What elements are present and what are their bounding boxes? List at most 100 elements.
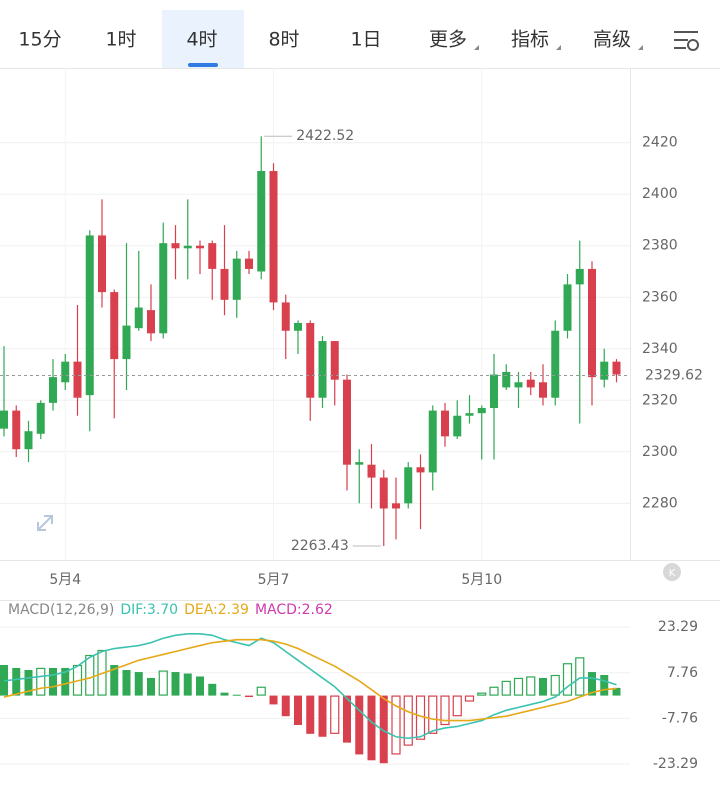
macd-bar <box>391 695 401 755</box>
macd-bar <box>355 695 364 755</box>
candle-body <box>367 464 376 478</box>
candle-body <box>330 341 339 380</box>
x-tick-label: 5月4 <box>49 572 81 588</box>
candle-body <box>477 408 486 414</box>
macd-bar <box>110 665 119 696</box>
macd-bar <box>196 676 204 696</box>
candle-body <box>196 245 204 249</box>
macd-bar <box>513 677 524 696</box>
candle-body <box>110 292 119 360</box>
candle-body <box>404 467 413 504</box>
macd-bar <box>171 672 180 696</box>
settings-icon[interactable] <box>674 31 699 51</box>
tab[interactable]: 4时 <box>186 29 217 51</box>
macd-bar <box>379 695 388 764</box>
candle-body <box>159 243 168 334</box>
y-tick-label: 2320 <box>642 392 678 408</box>
tab[interactable]: 1日 <box>350 29 381 51</box>
macd-bar <box>526 676 536 696</box>
macd-bar <box>588 672 596 696</box>
macd-bar <box>12 667 21 696</box>
macd-bar <box>440 695 450 726</box>
last-price-label: 2329.62 <box>645 368 703 384</box>
candle-body <box>36 402 45 434</box>
candle-body <box>147 310 155 334</box>
candle-body <box>220 268 229 300</box>
candle-body <box>343 379 351 465</box>
candle-body <box>269 171 278 303</box>
y-tick-label: -7.76 <box>662 710 698 726</box>
candle-body <box>502 371 511 388</box>
candle-body <box>428 410 437 473</box>
macd-bar <box>245 695 253 698</box>
macd-bar <box>24 670 33 696</box>
candle-body <box>441 410 449 437</box>
macd-bar <box>343 695 351 743</box>
k-button[interactable]: K <box>663 563 681 581</box>
candle-body <box>257 171 266 272</box>
macd-line <box>3 638 617 722</box>
macd-bar <box>134 672 143 696</box>
candle-body <box>0 410 8 429</box>
y-tick-label: 2420 <box>642 135 678 151</box>
macd-bar <box>256 686 266 696</box>
tab[interactable]: 8时 <box>268 29 299 51</box>
y-tick-label: 2380 <box>642 238 678 254</box>
macd-bar <box>600 675 609 696</box>
y-tick-label: 23.29 <box>658 619 698 635</box>
macd-bar <box>269 695 278 705</box>
candle-body <box>600 361 609 380</box>
candle-body <box>551 330 560 398</box>
tab[interactable]: 15分 <box>18 29 61 51</box>
macd-bar <box>147 677 155 696</box>
candle-body <box>183 245 192 249</box>
legend-item: DIF:3.70 <box>120 602 178 618</box>
legend-item: MACD:2.62 <box>255 602 333 618</box>
tab-bar: 15分 1时 4时 8时 1日 更多 指标 高级 <box>18 29 643 51</box>
candle-body <box>232 258 241 300</box>
macd-bar <box>294 695 302 725</box>
macd-bar <box>122 670 131 696</box>
macd-bar <box>158 670 168 696</box>
macd-bar <box>61 667 70 696</box>
macd-chart: 23.29 7.76 -7.76 -23.29 MACD(12,26,9) DIF:3.7… <box>0 602 698 772</box>
legend-item: MACD(12,26,9) <box>8 602 114 618</box>
candle-body <box>416 467 425 473</box>
candle-body <box>490 374 498 409</box>
candle-body <box>612 361 621 375</box>
candle-body <box>208 243 217 269</box>
macd-bar <box>330 695 340 734</box>
candle-body <box>24 431 33 450</box>
macd-bar <box>501 680 511 696</box>
candle-body <box>12 410 21 450</box>
expand-icon[interactable] <box>37 515 53 531</box>
candle-body <box>514 382 523 388</box>
dropdown-caret <box>474 45 479 50</box>
tab[interactable]: 高级 <box>593 29 631 51</box>
tab[interactable]: 指标 <box>511 29 549 51</box>
max-label: 2422.52 <box>296 128 354 144</box>
tab-indicator <box>188 63 218 67</box>
candle-body <box>294 323 302 331</box>
macd-bar <box>208 683 217 696</box>
candle-body <box>134 307 143 329</box>
candle-body <box>575 268 584 285</box>
candle-body <box>355 462 364 465</box>
macd-bar <box>306 695 315 734</box>
tab[interactable]: 1时 <box>105 29 136 51</box>
macd-bar <box>85 654 95 696</box>
candle-body <box>171 243 180 249</box>
y-tick-label: -23.29 <box>653 756 698 772</box>
candle-body <box>465 413 474 416</box>
candle-body <box>379 477 388 509</box>
macd-bar <box>550 674 560 696</box>
tab[interactable]: 更多 <box>429 29 467 51</box>
dropdown-caret <box>638 45 643 50</box>
candle-body <box>588 268 596 378</box>
candle-body <box>453 415 462 437</box>
y-tick-label: 2280 <box>642 495 678 511</box>
macd-bar <box>539 677 547 696</box>
macd-bar <box>477 692 487 696</box>
